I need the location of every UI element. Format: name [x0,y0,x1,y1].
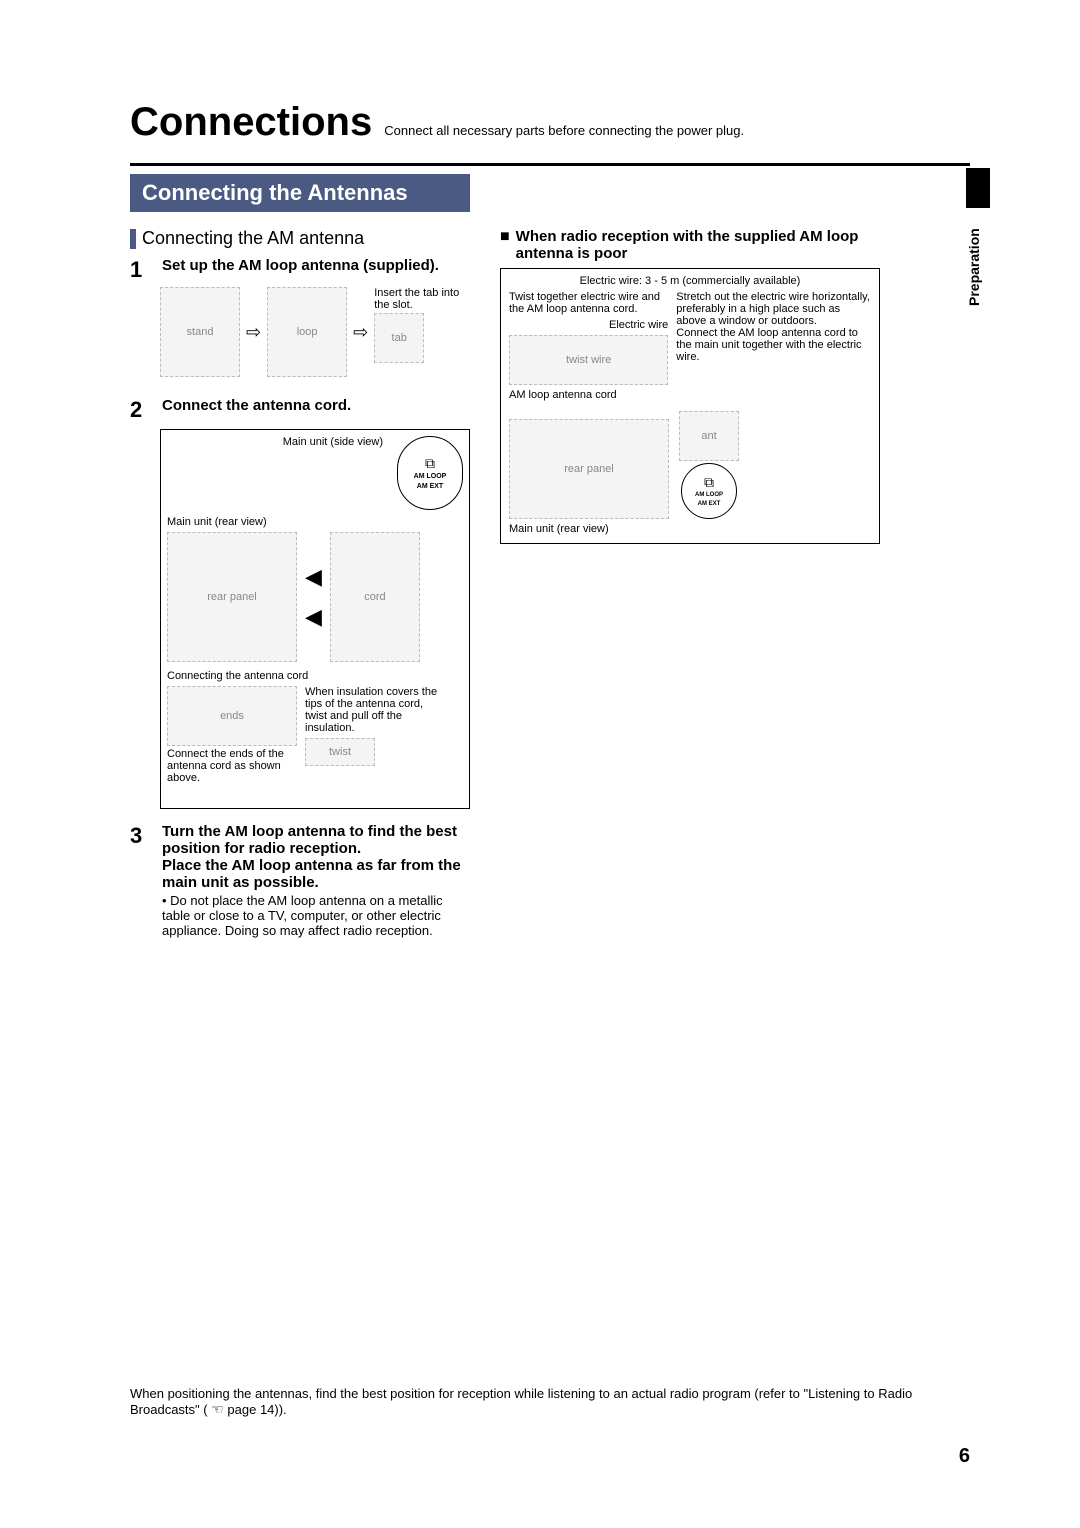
subheading-marker [130,229,136,249]
stretch-wire-text: Stretch out the electric wire horizontal… [676,291,871,363]
arrow-icon: ⇨ [246,322,261,343]
step-text-b: Place the AM loop antenna as far from th… [162,857,470,891]
connect-ends-caption: Connect the ends of the antenna cord as … [167,748,297,784]
rear-view-label: Main unit (rear view) [167,516,463,528]
square-marker-icon: ■ [500,228,510,246]
terminal-detail: ⧉ AM LOOP AM EXT [397,436,463,510]
left-subheading-row: Connecting the AM antenna [130,228,470,249]
section-heading: Connecting the Antennas [130,174,470,212]
insert-tab-caption: Insert the tab into the slot. [374,287,464,311]
right-subheading-row: ■ When radio reception with the supplied… [500,228,880,262]
right-column: ■ When radio reception with the supplied… [500,228,880,544]
bottom-note: When positioning the antennas, find the … [130,1386,970,1418]
terminal-loop-label: AM LOOP [414,473,447,481]
page-ref-icon: ☞ [211,1401,224,1418]
step-text: Set up the AM loop antenna (supplied). [162,257,470,283]
terminal-ext-label: AM EXT [417,483,443,491]
page-title: Connections [130,100,372,145]
side-view-label: Main unit (side view) [167,436,383,448]
terminal-icon: ⧉ [704,475,714,490]
cord-ends-illustration: ends [167,686,297,746]
content-columns: Connecting the AM antenna 1 Set up the A… [130,228,970,938]
divider [130,163,970,166]
bullet-text: Do not place the AM loop antenna on a me… [162,893,443,938]
insulation-illustration: twist [305,738,375,766]
side-tab: Preparation [966,168,990,328]
electric-wire-label: Electric wire [509,319,668,331]
page-title-row: Connections Connect all necessary parts … [130,100,970,145]
insulation-note: When insulation covers the tips of the a… [305,686,445,734]
left-column: Connecting the AM antenna 1 Set up the A… [130,228,470,938]
arrow-group: ◀ ◀ [305,532,322,662]
terminal-icon: ⧉ [425,456,435,471]
terminal-detail: ⧉ AM LOOP AM EXT [681,463,737,519]
step-1: 1 Set up the AM loop antenna (supplied). [130,257,470,283]
page-number: 6 [959,1445,970,1468]
terminal-loop-label: AM LOOP [695,492,723,499]
step-text: Connect the antenna cord. [162,397,470,423]
arrow-icon: ⇨ [353,322,368,343]
side-tab-marker [966,168,990,208]
step-3-bullet: • Do not place the AM loop antenna on a … [162,893,470,938]
antenna-small-illustration: ant [679,411,739,461]
step-3: 3 Turn the AM loop antenna to find the b… [130,823,470,891]
loop-cord-label: AM loop antenna cord [509,389,668,401]
electric-wire-spec: Electric wire: 3 - 5 m (commercially ava… [509,275,871,287]
right-subheading: When radio reception with the supplied A… [516,228,880,262]
twist-wire-illustration: twist wire [509,335,668,385]
rear-panel-illustration: rear panel [167,532,297,662]
step-number: 1 [130,257,152,283]
antenna-loop-illustration: loop [267,287,347,377]
rear-panel-illustration: rear panel [509,419,669,519]
rear-view-label: Main unit (rear view) [509,523,871,535]
terminal-ext-label: AM EXT [698,501,721,508]
step-number: 2 [130,397,152,423]
antenna-cord-illustration: cord [330,532,420,662]
bottom-note-pageref: page 14)). [227,1402,286,1417]
step-1-diagram-row: stand ⇨ loop ⇨ Insert the tab into the s… [160,287,470,377]
connecting-cord-caption: Connecting the antenna cord [167,670,463,682]
step-2: 2 Connect the antenna cord. [130,397,470,423]
antenna-stand-illustration: stand [160,287,240,377]
page-subtitle: Connect all necessary parts before conne… [384,123,744,138]
arrow-left-icon: ◀ [305,564,322,590]
arrow-left-icon: ◀ [305,604,322,630]
tab-slot-illustration: tab [374,313,424,363]
twist-together-text: Twist together electric wire and the AM … [509,291,668,315]
side-tab-label: Preparation [966,212,982,322]
poor-reception-diagram: Electric wire: 3 - 5 m (commercially ava… [500,268,880,544]
step-2-diagram: Main unit (side view) ⧉ AM LOOP AM EXT M… [160,429,470,809]
left-subheading: Connecting the AM antenna [142,228,364,249]
step-text-a: Turn the AM loop antenna to find the bes… [162,823,470,857]
step-number: 3 [130,823,152,891]
